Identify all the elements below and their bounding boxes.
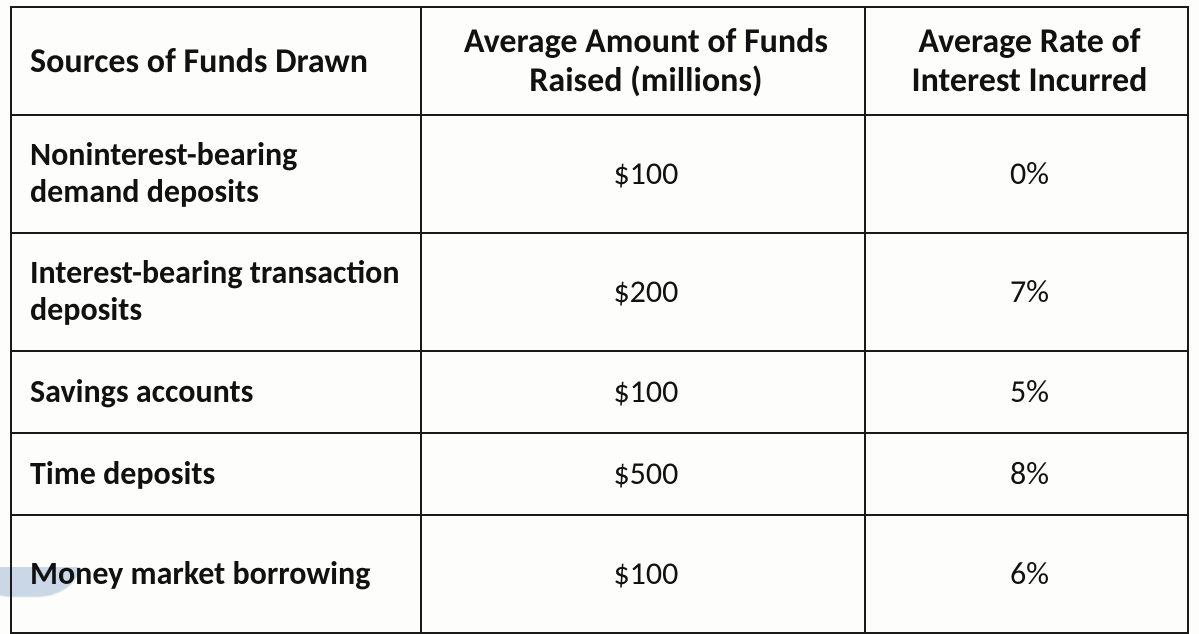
cell-amount: $500 [421,433,865,515]
table-row: Time deposits $500 8% [11,433,1188,515]
table-row: Noninterest-bearing demand deposits $100… [11,115,1188,233]
table-row: Money market borrowing $100 6% [11,515,1188,633]
cell-source: Savings accounts [11,351,421,433]
table-row: Interest-bearing transaction deposits $2… [11,233,1188,351]
table-container: Sources of Funds Drawn Average Amount of… [0,0,1199,567]
cell-source: Interest-bearing transaction deposits [11,233,421,351]
cell-rate: 0% [865,115,1188,233]
cell-rate: 5% [865,351,1188,433]
cell-amount: $100 [421,351,865,433]
cell-amount: $100 [421,115,865,233]
cell-rate: 7% [865,233,1188,351]
cell-rate: 8% [865,433,1188,515]
cell-amount: $200 [421,233,865,351]
funds-table: Sources of Funds Drawn Average Amount of… [10,6,1189,634]
cell-amount: $100 [421,515,865,633]
cell-rate: 6% [865,515,1188,633]
table-row: Savings accounts $100 5% [11,351,1188,433]
cell-source: Money market borrowing [11,515,421,633]
cell-source: Noninterest-bearing demand deposits [11,115,421,233]
cell-source: Time deposits [11,433,421,515]
table-header-row: Sources of Funds Drawn Average Amount of… [11,7,1188,115]
col-header-rate: Average Rate of Interest Incurred [865,7,1188,115]
col-header-sources: Sources of Funds Drawn [11,7,421,115]
col-header-amount: Average Amount of Funds Raised (millions… [421,7,865,115]
